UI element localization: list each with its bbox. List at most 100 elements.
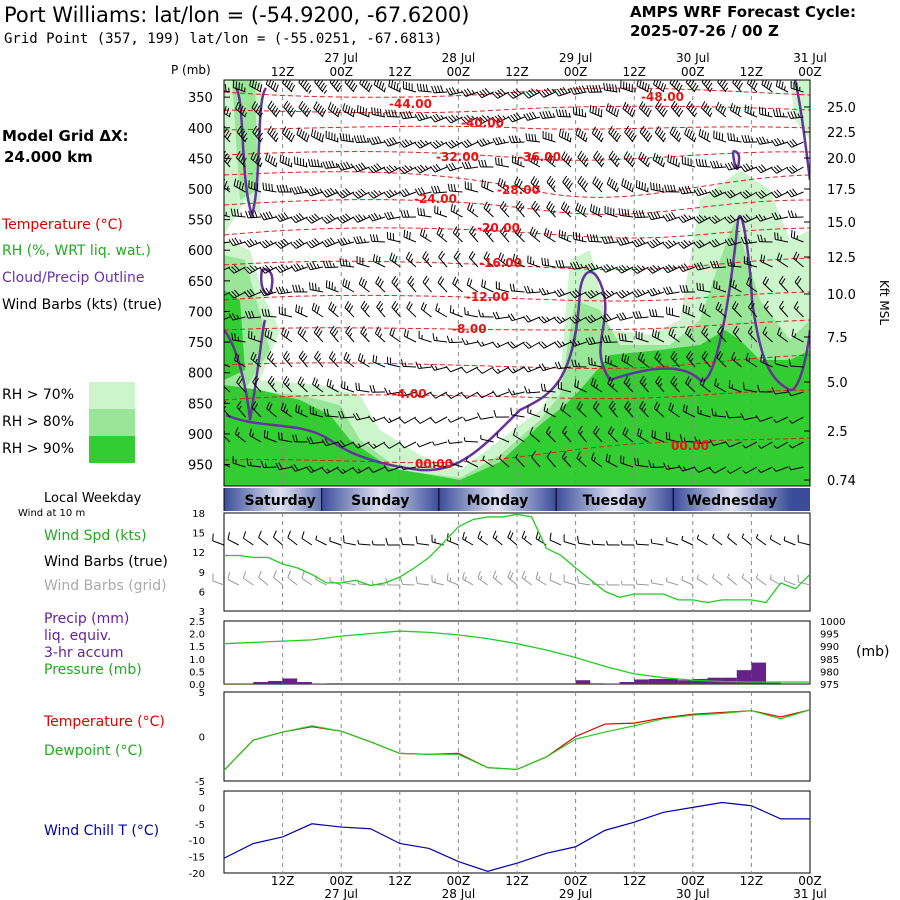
cs-barb-91-feather <box>448 141 455 148</box>
cs-barb-114-shaft <box>224 159 231 168</box>
cs-barb-67 <box>670 100 684 118</box>
cs-barb-62 <box>589 104 603 118</box>
cs-barb-518-feather <box>592 400 598 408</box>
ws-barb-true-25-shaft <box>578 542 591 546</box>
cs-barb-288 <box>555 259 572 268</box>
cs-barb-523-feather <box>670 404 675 412</box>
cs-barb-282 <box>468 250 479 268</box>
cs-barb-94-feather <box>495 137 500 145</box>
cs-barb-134-feather <box>533 156 537 164</box>
cs-barb-552-shaft <box>529 433 541 443</box>
cs-barb-113-shaft <box>791 141 804 148</box>
cs-barb-447 <box>670 350 680 368</box>
cs-barb-454 <box>774 356 789 368</box>
cs-barb-103 <box>639 125 653 143</box>
cs-barb-420-feather <box>252 353 257 361</box>
cs-barb-434 <box>461 366 479 374</box>
cs-barb-587-shaft <box>482 459 494 468</box>
cs-barb-6 <box>314 80 328 94</box>
cs-barb-25-feather <box>606 83 609 91</box>
cs-barb-501-feather <box>326 408 330 417</box>
cs-barb-421 <box>266 351 277 368</box>
ws-barb-grid-16-shaft <box>447 579 459 586</box>
cs-barb-425-feather <box>331 353 336 361</box>
cs-barb-253 <box>601 235 618 244</box>
cs-barb-219-feather <box>668 213 674 220</box>
cs-barb-193-feather <box>259 213 265 221</box>
cs-barb-78 <box>252 125 264 143</box>
cs-barb-445-feather <box>637 352 642 360</box>
cs-barb-278 <box>405 251 417 268</box>
cs-barb-360-shaft <box>496 316 510 320</box>
cs-barb-554-feather <box>562 425 567 433</box>
cs-barb-75-half-feather <box>797 113 800 118</box>
ws-barb-true-29-half-feather <box>635 540 638 545</box>
cs-barb-265-feather <box>793 231 796 239</box>
cs-barb-207 <box>483 201 494 218</box>
ws-barb-grid-37-half-feather <box>755 573 759 579</box>
cs-barb-355-feather <box>420 302 425 310</box>
wind-chill-grid <box>282 791 752 873</box>
cs-barb-384-feather <box>283 329 287 337</box>
cs-barb-38-shaft <box>224 112 231 118</box>
cs-barb-312-feather <box>344 279 348 288</box>
cs-barb-339-shaft <box>762 282 773 293</box>
cs-barb-519-half-feather <box>612 408 616 412</box>
cs-barb-147 <box>724 162 742 171</box>
ws-barb-true-12-feather <box>385 537 389 546</box>
cs-barb-185-feather <box>724 192 731 199</box>
temp-label-5: -24.00 <box>414 192 457 206</box>
cs-barb-116 <box>250 151 263 168</box>
cs-barb-59-feather <box>539 111 544 119</box>
cs-barb-145-feather <box>701 159 705 167</box>
temp-contour-48 <box>224 87 810 98</box>
cs-barb-509-half-feather <box>447 418 452 423</box>
ws-barb-grid-1-shaft <box>227 578 239 586</box>
ws-barb-grid-22-half-feather <box>538 576 541 581</box>
cs-barb-252-shaft <box>588 240 603 243</box>
cs-barb-124-feather <box>368 167 374 174</box>
cs-barb-502-feather <box>341 410 345 418</box>
cs-barb-227-half-feather <box>794 213 797 218</box>
cs-barb-160-feather <box>337 192 343 199</box>
cs-barb-382 <box>248 330 262 343</box>
cs-barb-323-feather <box>512 283 516 292</box>
cs-barb-45-feather <box>330 103 334 111</box>
cs-barb-62-feather <box>589 104 592 113</box>
cs-barb-264-feather <box>777 232 779 241</box>
cs-barb-331-shaft <box>636 291 649 298</box>
cs-barb-236-feather <box>340 238 345 245</box>
cs-barb-14-feather <box>440 85 444 93</box>
cs-barb-38-feather <box>224 104 225 106</box>
cs-barb-463 <box>326 378 339 393</box>
cs-barb-170 <box>497 177 510 193</box>
cs-barb-283-shaft <box>483 257 494 268</box>
cs-barb-229-shaft <box>232 241 246 247</box>
ws-barb-grid-23-feather <box>549 572 552 581</box>
cs-barb-136-feather <box>561 151 566 159</box>
cs-barb-211 <box>546 201 556 218</box>
cs-barb-603-half-feather <box>727 470 731 474</box>
precip-bar-35 <box>736 670 752 684</box>
cs-barb-185-feather <box>729 189 736 196</box>
cs-barb-293 <box>631 265 649 274</box>
cs-barb-398 <box>492 341 510 348</box>
cs-barb-38-half-feather <box>228 112 231 117</box>
cs-barb-82-feather <box>316 131 319 139</box>
cs-barb-122-feather <box>343 162 348 170</box>
cs-barb-427-feather <box>360 354 364 362</box>
cs-barb-325 <box>538 287 556 296</box>
cs-barb-526-feather <box>711 408 714 416</box>
cs-barb-143-shaft <box>667 161 680 168</box>
cs-barb-372-feather <box>682 304 685 312</box>
cs-barb-568 <box>773 441 789 449</box>
cs-barb-193-feather <box>262 212 268 220</box>
cs-barb-80-feather <box>284 128 289 136</box>
cs-barb-559-feather <box>636 428 640 436</box>
cs-barb-581-feather <box>383 465 389 472</box>
cs-barb-100-half-feather <box>600 137 604 142</box>
cs-barb-310-feather <box>312 282 314 291</box>
cs-barb-434-feather <box>461 367 467 374</box>
cs-barb-305-feather <box>231 291 238 298</box>
cs-barb-443-shaft <box>605 361 618 368</box>
